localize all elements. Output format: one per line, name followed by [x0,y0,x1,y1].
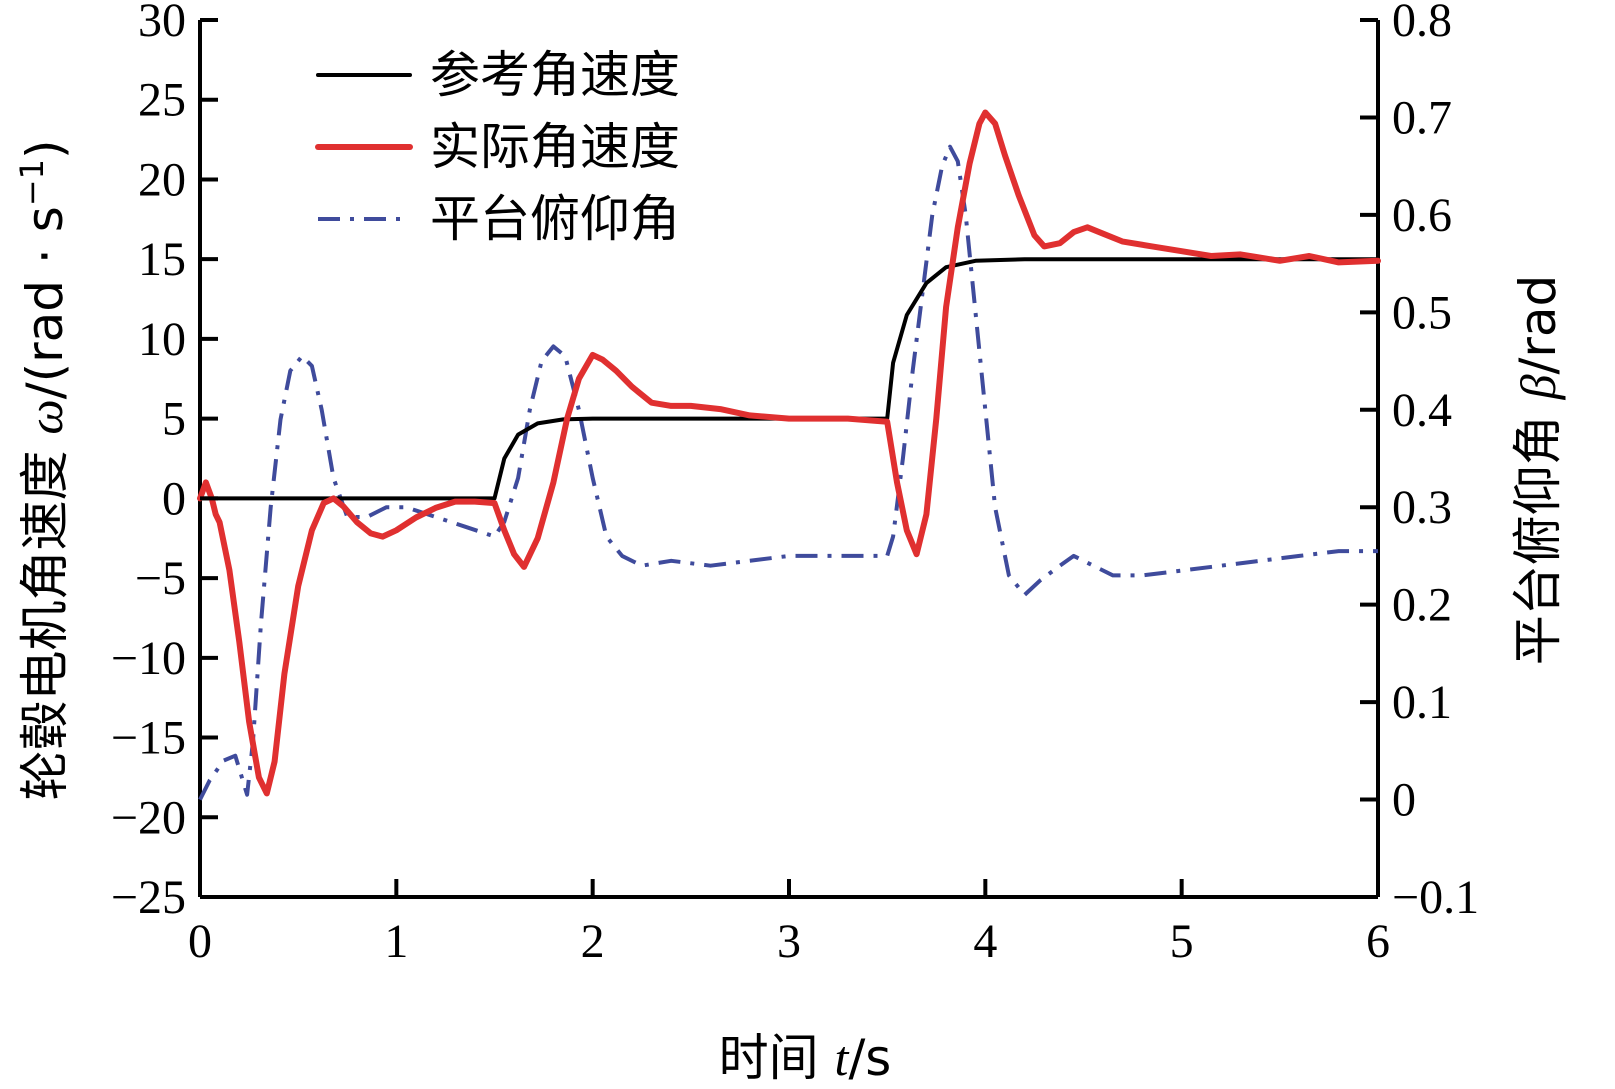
y-left-axis-title: 轮毂电机角速度 ω/(rad · s−1) [13,140,74,801]
legend-label-2: 实际角速度 [430,118,680,176]
y-left-tick-label: −25 [111,871,186,924]
y-left-tick-label: 0 [162,472,186,525]
y-right-tick-label: 0.7 [1392,91,1452,144]
y-left-tick-label: −10 [111,632,186,685]
y-left-tick-label: 15 [138,233,186,286]
x-tick-label: 1 [384,915,408,968]
legend-label-1: 参考角速度 [430,46,680,104]
plot-frame [198,20,1380,899]
series-line-3 [198,144,1378,801]
x-tick-label: 4 [973,915,997,968]
y-right-tick-label: 0.4 [1392,384,1452,437]
legend-label-3: 平台俯仰角 [430,190,680,248]
x-axis-title: 时间 t/s [719,1029,892,1087]
y-right-tick-label: −0.1 [1392,871,1479,924]
y-left-tick-label: −5 [135,552,186,605]
y-left-tick-label: −20 [111,791,186,844]
y-right-tick-label: 0.5 [1392,286,1452,339]
series-layer [197,109,1381,801]
y-right-tick-label: 0 [1392,774,1416,827]
y-right-tick-label: 0.2 [1392,579,1452,632]
y-right-tick-label: 0.3 [1392,481,1452,534]
y-left-tick-label: 25 [138,74,186,127]
y-right-tick-label: 0.1 [1392,676,1452,729]
y-right-axis-title: 平台俯仰角 β/rad [1509,275,1567,666]
x-tick-label: 5 [1170,915,1194,968]
series-line-2 [197,109,1381,797]
series-line-1 [198,257,1380,501]
x-tick-label: 0 [188,915,212,968]
ticks-layer: 0 1 2 3 4 5 6 30 25 20 15 10 5 0 −5 −10 −15 −20 −25 0.8 0.7 0… [111,0,1479,968]
x-tick-label: 6 [1366,915,1390,968]
x-tick-label: 3 [777,915,801,968]
y-right-tick-label: 0.8 [1392,0,1452,47]
x-tick-label: 2 [581,915,605,968]
y-left-tick-label: 20 [138,153,186,206]
y-right-tick-label: 0.6 [1392,189,1452,242]
y-left-tick-label: 10 [138,313,186,366]
y-left-tick-label: 30 [138,0,186,47]
y-left-tick-label: −15 [111,712,186,765]
y-left-tick-label: 5 [162,393,186,446]
